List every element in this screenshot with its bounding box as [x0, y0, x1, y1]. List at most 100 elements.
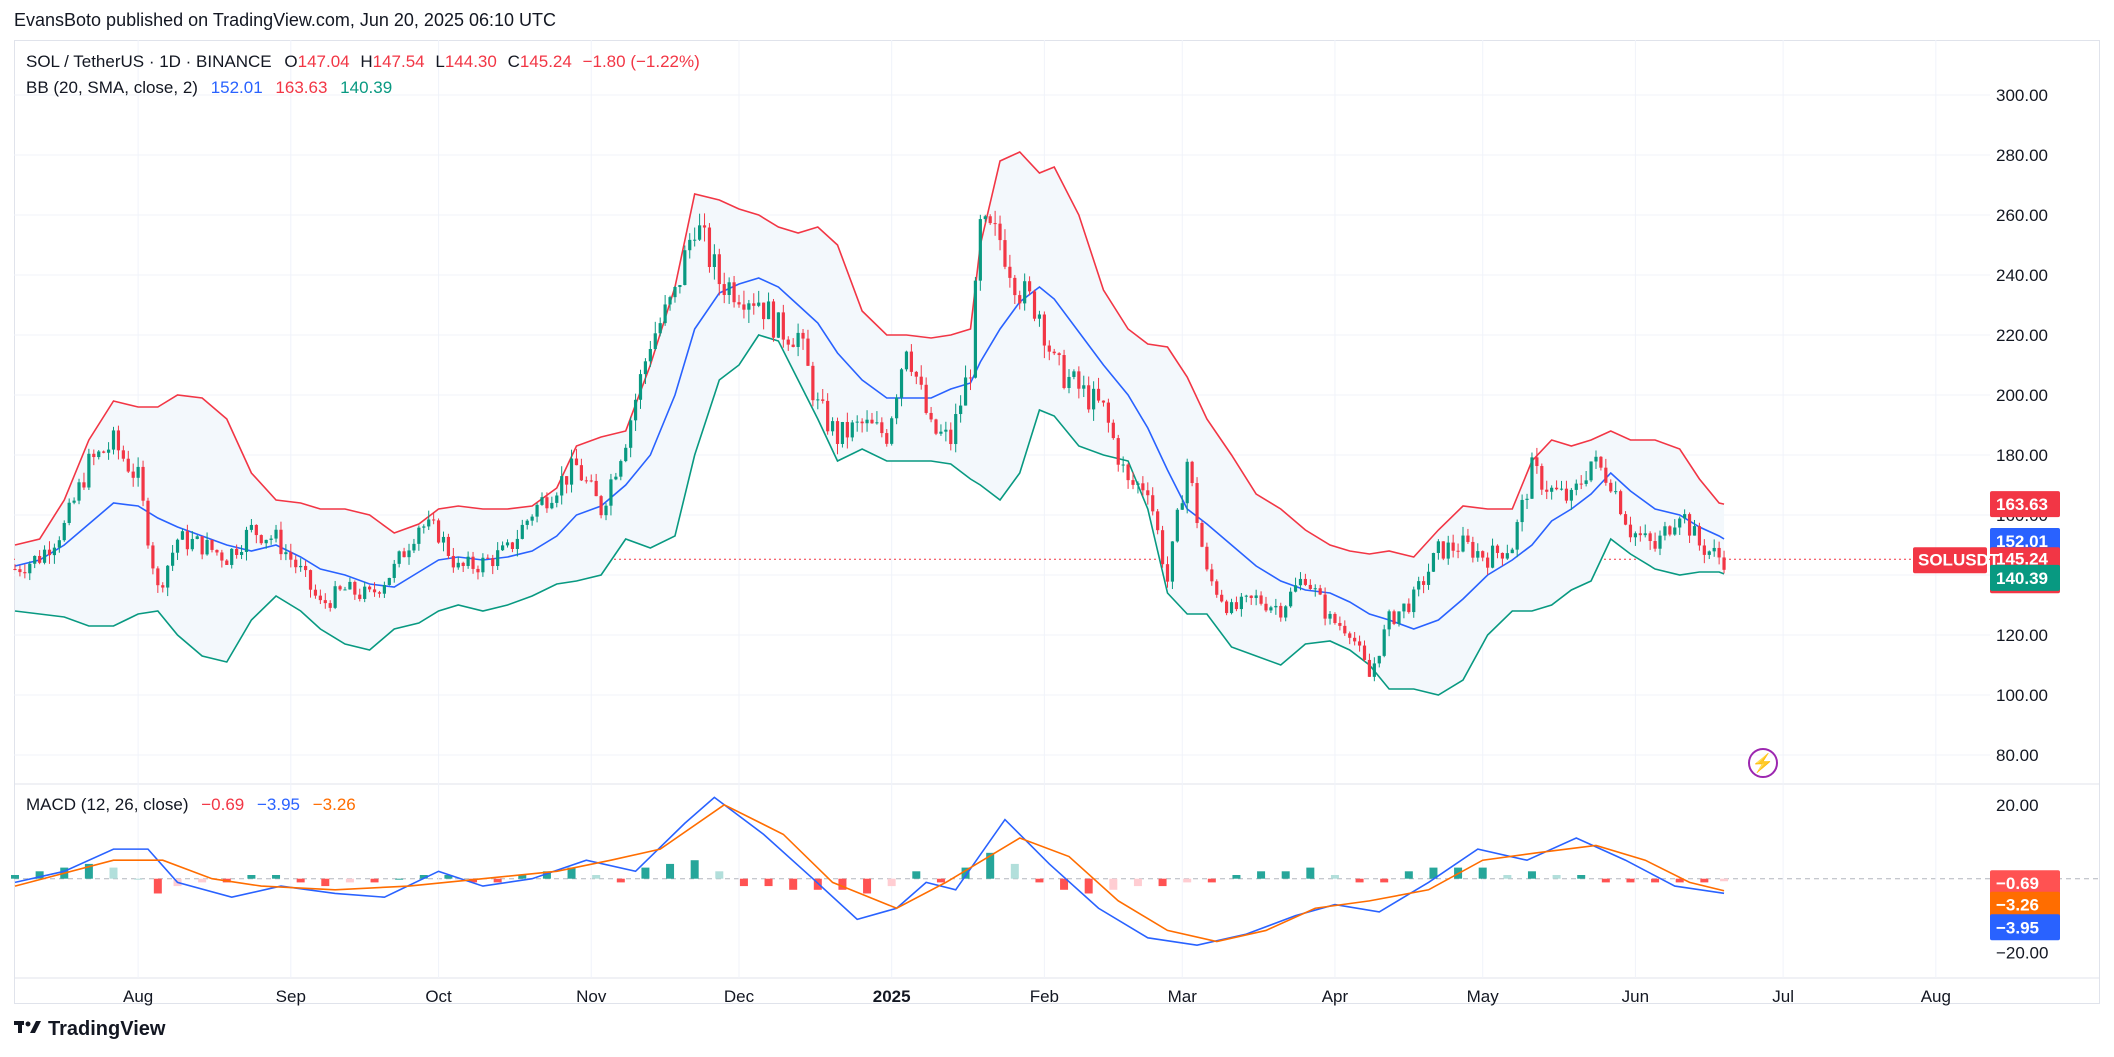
candle-body — [1308, 584, 1312, 589]
candle-body — [525, 520, 529, 525]
candle-body — [757, 302, 761, 306]
candle-body — [840, 421, 845, 444]
candle-body — [983, 216, 987, 220]
candle-body — [136, 466, 140, 478]
basis-badge: 152.01 — [1996, 532, 2048, 551]
candle-body — [698, 225, 702, 240]
candle-body — [1013, 277, 1017, 296]
macd-label[interactable]: MACD (12, 26, close) — [26, 795, 189, 814]
bb-label[interactable]: BB (20, SMA, close, 2) — [26, 78, 198, 97]
candle-body — [1165, 564, 1170, 582]
candle-body — [259, 535, 263, 544]
candle-body — [1224, 601, 1229, 614]
candle-body — [1096, 388, 1101, 401]
candle-body — [1663, 526, 1667, 536]
macd-histogram-bar — [838, 878, 847, 890]
time-tick-label: Apr — [1322, 987, 1349, 1006]
macd-histogram-bar — [863, 878, 872, 894]
candle-body — [924, 384, 928, 413]
candle-body — [1156, 511, 1160, 531]
macd-histogram-bar — [912, 871, 921, 879]
candle-body — [1717, 547, 1721, 558]
candle-body — [328, 603, 332, 608]
macd-histogram-bar — [1380, 878, 1389, 883]
candle-body — [1550, 487, 1554, 492]
candle-body — [1461, 535, 1465, 552]
candle-body — [358, 594, 362, 599]
macd-histogram-bar — [1060, 878, 1069, 890]
candle-body — [693, 239, 697, 241]
candle-body — [1367, 659, 1372, 677]
candle-body — [1264, 603, 1268, 611]
candle-body — [1614, 491, 1618, 493]
candle-body — [1333, 613, 1337, 624]
macd-histogram-bar — [345, 878, 354, 883]
candle-body — [1500, 552, 1505, 559]
candle-body — [1146, 490, 1150, 496]
candle-body — [1249, 595, 1253, 598]
time-tick-label: Dec — [724, 987, 755, 1006]
candle-body — [1535, 457, 1539, 467]
macd-histogram-bar — [493, 878, 502, 883]
candle-body — [727, 282, 731, 295]
macd-histogram-bar — [370, 878, 379, 883]
candle-body — [146, 500, 150, 546]
candle-body — [254, 524, 258, 536]
candle-body — [57, 540, 61, 548]
candle-body — [643, 361, 648, 375]
candle-body — [702, 225, 707, 228]
price-tick-label: 120.00 — [1996, 626, 2048, 645]
candle-body — [210, 539, 214, 550]
candle-body — [1018, 295, 1022, 304]
candle-body — [633, 399, 638, 421]
candle-body — [294, 559, 298, 568]
candle-body — [1530, 457, 1534, 499]
candle-body — [1554, 487, 1559, 490]
candle-body — [954, 414, 958, 445]
candle-body — [1687, 514, 1692, 536]
candle-body — [397, 551, 401, 564]
candle-body — [220, 552, 224, 561]
candle-body — [1239, 596, 1243, 610]
candle-body — [1658, 535, 1662, 549]
macd-line-value: −3.95 — [256, 795, 300, 814]
macd-histogram-bar — [1183, 878, 1192, 883]
price-badge: 145.24 — [1996, 549, 2049, 568]
macd-histogram-bar — [1133, 878, 1142, 887]
high-value: 147.54 — [372, 52, 425, 71]
candle-body — [811, 365, 815, 401]
candle-body — [461, 562, 465, 566]
candle-body — [762, 302, 766, 320]
candle-body — [1599, 456, 1603, 468]
macd-line — [14, 796, 1725, 947]
candle-body — [190, 538, 194, 550]
footer-brand[interactable]: TradingView — [14, 1018, 165, 1041]
macd-hist-value: −0.69 — [201, 795, 245, 814]
candle-body — [264, 539, 268, 544]
macd-tick-label: 20.00 — [1996, 796, 2039, 815]
candle-body — [530, 516, 534, 521]
candle-body — [1106, 402, 1110, 423]
candle-body — [1111, 422, 1115, 439]
candle-body — [1377, 655, 1381, 664]
candle-body — [880, 422, 884, 434]
time-tick-label: Feb — [1030, 987, 1059, 1006]
lightning-icon[interactable]: ⚡ — [1748, 748, 1778, 778]
candle-body — [648, 348, 652, 362]
candle-body — [1402, 603, 1406, 612]
macd-histogram-bar — [1257, 871, 1266, 879]
macd-histogram-bar — [616, 878, 625, 883]
bb-upper-value: 163.63 — [275, 78, 328, 97]
candle-body — [1628, 524, 1633, 538]
macd-histogram-bar — [35, 871, 44, 879]
bb-upper-line — [14, 151, 1725, 558]
macd-tick-label: −20.00 — [1996, 944, 2048, 963]
candle-body — [510, 542, 515, 549]
bb-fill — [15, 152, 1725, 695]
candle-body — [1101, 400, 1106, 403]
candle-body — [574, 458, 579, 466]
symbol-name[interactable]: SOL / TetherUS · 1D · BINANCE — [26, 52, 272, 71]
chart-frame — [14, 40, 2100, 1004]
candle-body — [1160, 530, 1165, 565]
